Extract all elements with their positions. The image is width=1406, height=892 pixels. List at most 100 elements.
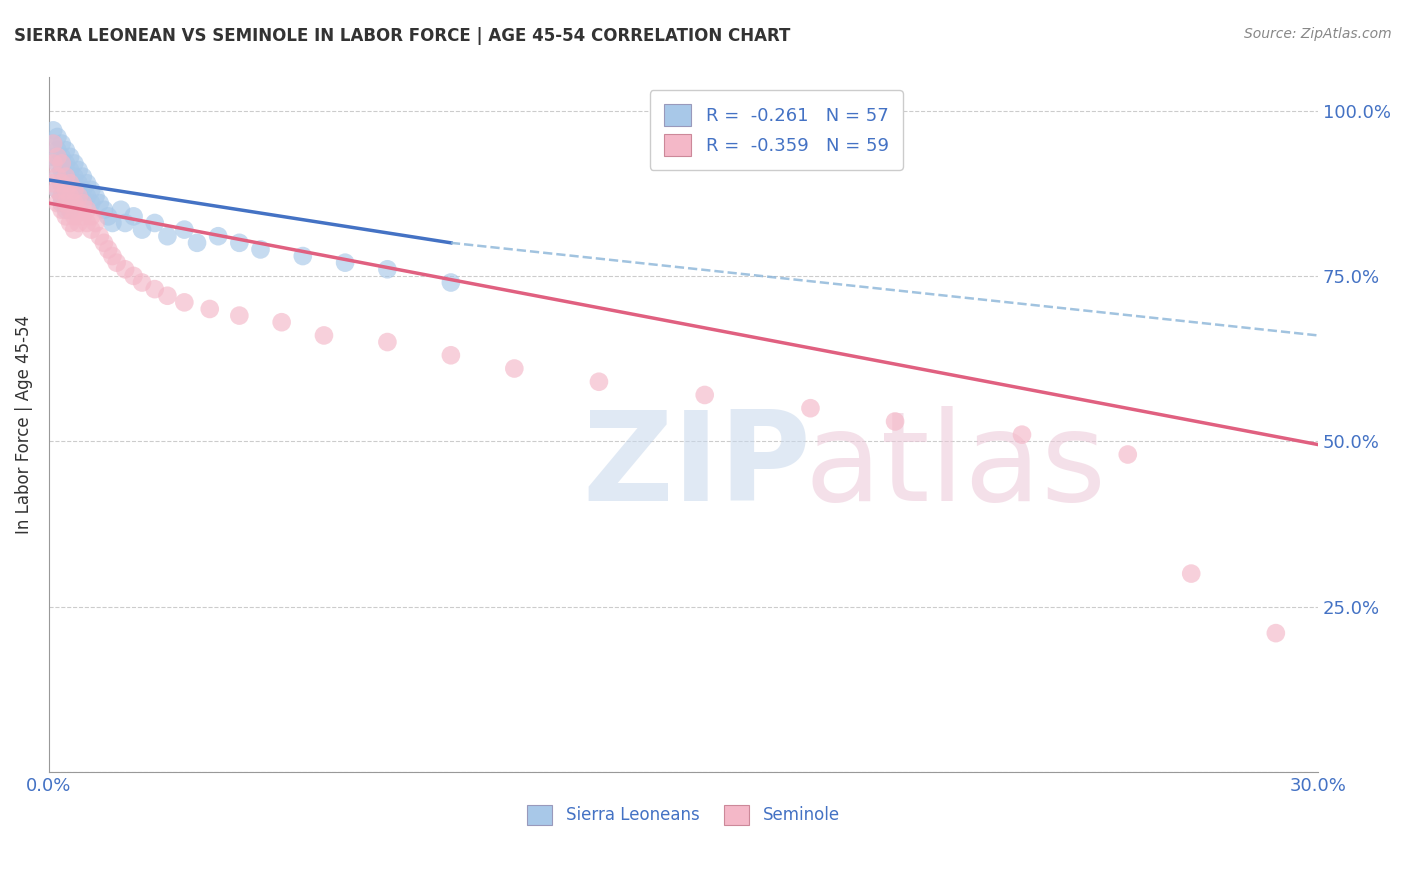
Point <box>67 189 90 203</box>
Point <box>67 189 90 203</box>
Point <box>59 189 82 203</box>
Point <box>228 235 250 250</box>
Point <box>80 222 103 236</box>
Text: Source: ZipAtlas.com: Source: ZipAtlas.com <box>1244 27 1392 41</box>
Point <box>270 315 292 329</box>
Point <box>377 262 399 277</box>
Point <box>51 202 73 217</box>
Point <box>110 202 132 217</box>
Point <box>799 401 821 416</box>
Point <box>67 202 90 217</box>
Point <box>63 183 86 197</box>
Point <box>97 210 120 224</box>
Point <box>42 156 65 170</box>
Point <box>51 163 73 178</box>
Point <box>105 255 128 269</box>
Point <box>1116 448 1139 462</box>
Point <box>76 216 98 230</box>
Point <box>55 156 77 170</box>
Point <box>1011 427 1033 442</box>
Point <box>89 196 111 211</box>
Point <box>46 196 69 211</box>
Point <box>42 136 65 151</box>
Point <box>67 176 90 190</box>
Point <box>72 169 94 184</box>
Point <box>93 202 115 217</box>
Point <box>93 235 115 250</box>
Point <box>72 210 94 224</box>
Point <box>46 169 69 184</box>
Point <box>76 176 98 190</box>
Point <box>377 334 399 349</box>
Point <box>114 262 136 277</box>
Point <box>884 414 907 428</box>
Point <box>1264 626 1286 640</box>
Point <box>55 210 77 224</box>
Point <box>51 189 73 203</box>
Point <box>51 189 73 203</box>
Point <box>63 196 86 211</box>
Point <box>186 235 208 250</box>
Point <box>46 156 69 170</box>
Legend: Sierra Leoneans, Seminole: Sierra Leoneans, Seminole <box>519 797 848 833</box>
Point <box>51 196 73 211</box>
Point <box>114 216 136 230</box>
Point <box>51 176 73 190</box>
Point <box>198 301 221 316</box>
Point <box>122 210 145 224</box>
Point <box>55 169 77 184</box>
Point <box>51 156 73 170</box>
Point <box>143 282 166 296</box>
Point <box>51 136 73 151</box>
Point <box>249 243 271 257</box>
Point <box>131 222 153 236</box>
Point <box>42 176 65 190</box>
Point <box>84 216 107 230</box>
Point <box>143 216 166 230</box>
Point <box>55 183 77 197</box>
Point <box>51 150 73 164</box>
Text: ZIP: ZIP <box>582 406 811 527</box>
Point <box>76 189 98 203</box>
Point <box>46 150 69 164</box>
Point <box>59 202 82 217</box>
Point <box>63 210 86 224</box>
Point <box>46 183 69 197</box>
Point <box>67 216 90 230</box>
Point <box>84 189 107 203</box>
Point <box>59 202 82 217</box>
Point <box>42 150 65 164</box>
Point <box>89 229 111 244</box>
Point <box>131 276 153 290</box>
Point <box>101 249 124 263</box>
Y-axis label: In Labor Force | Age 45-54: In Labor Force | Age 45-54 <box>15 315 32 534</box>
Point <box>312 328 335 343</box>
Point <box>1180 566 1202 581</box>
Point <box>76 202 98 217</box>
Point <box>46 169 69 184</box>
Point <box>156 289 179 303</box>
Point <box>333 255 356 269</box>
Point <box>46 130 69 145</box>
Point <box>503 361 526 376</box>
Point <box>42 123 65 137</box>
Point <box>80 196 103 211</box>
Point <box>55 202 77 217</box>
Text: atlas: atlas <box>804 406 1107 527</box>
Point <box>228 309 250 323</box>
Point <box>72 196 94 211</box>
Point <box>440 276 463 290</box>
Point <box>55 196 77 211</box>
Point <box>588 375 610 389</box>
Point <box>46 183 69 197</box>
Point <box>59 163 82 178</box>
Point <box>55 169 77 184</box>
Point <box>122 268 145 283</box>
Point <box>80 210 103 224</box>
Point <box>693 388 716 402</box>
Point <box>63 169 86 184</box>
Point <box>55 183 77 197</box>
Point <box>55 196 77 211</box>
Point <box>63 222 86 236</box>
Point <box>97 243 120 257</box>
